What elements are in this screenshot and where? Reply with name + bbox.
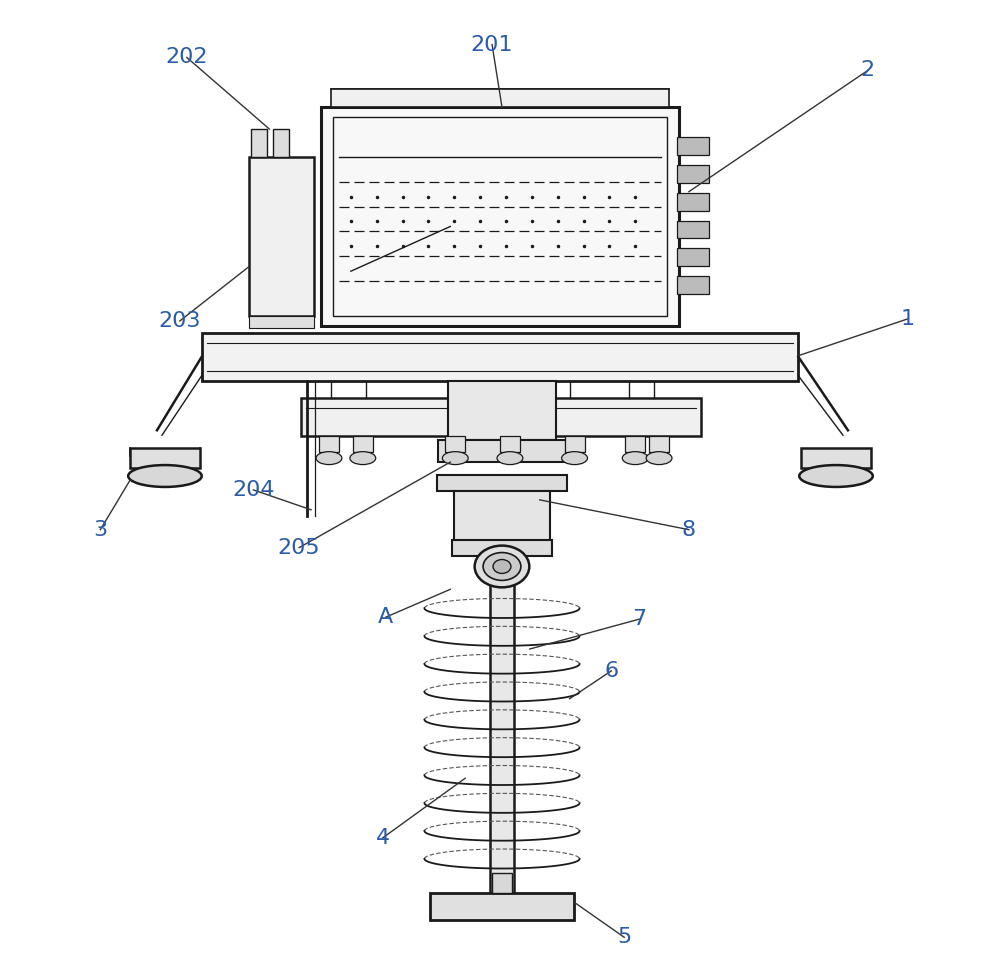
Text: 4: 4: [376, 828, 390, 848]
Bar: [448, 380, 556, 440]
Text: 8: 8: [682, 520, 696, 540]
Ellipse shape: [128, 465, 202, 487]
Text: 2: 2: [861, 60, 875, 80]
Bar: [438, 440, 566, 462]
Bar: [437, 475, 567, 491]
Bar: [130, 448, 200, 468]
Text: 202: 202: [166, 48, 208, 68]
Ellipse shape: [493, 560, 511, 573]
Text: 6: 6: [604, 661, 618, 681]
Bar: [331, 89, 669, 107]
Bar: [249, 316, 314, 328]
Bar: [677, 248, 709, 266]
Text: A: A: [378, 607, 393, 627]
Ellipse shape: [799, 465, 873, 487]
Bar: [251, 129, 267, 157]
Bar: [452, 540, 552, 556]
Bar: [202, 333, 798, 380]
Bar: [301, 398, 701, 436]
Bar: [445, 436, 465, 452]
Bar: [249, 157, 314, 316]
Text: 201: 201: [471, 34, 513, 54]
Bar: [677, 276, 709, 294]
Ellipse shape: [622, 452, 648, 464]
Text: 1: 1: [901, 308, 915, 329]
Bar: [321, 107, 679, 326]
Bar: [801, 448, 871, 468]
Text: 3: 3: [93, 520, 107, 540]
Ellipse shape: [316, 452, 342, 464]
Text: 203: 203: [159, 311, 201, 331]
Bar: [677, 193, 709, 210]
Text: 204: 204: [232, 480, 275, 499]
Bar: [430, 893, 574, 921]
Bar: [454, 491, 550, 545]
Bar: [273, 129, 289, 157]
Ellipse shape: [562, 452, 587, 464]
Bar: [677, 165, 709, 182]
Ellipse shape: [475, 545, 529, 587]
Ellipse shape: [646, 452, 672, 464]
Bar: [353, 436, 373, 452]
Bar: [319, 436, 339, 452]
Text: 7: 7: [632, 609, 646, 629]
Bar: [333, 117, 667, 316]
Text: 5: 5: [617, 927, 631, 947]
Bar: [490, 575, 514, 893]
Ellipse shape: [350, 452, 376, 464]
Bar: [492, 873, 512, 893]
Bar: [677, 137, 709, 155]
Bar: [500, 436, 520, 452]
Bar: [625, 436, 645, 452]
Ellipse shape: [483, 553, 521, 581]
Bar: [565, 436, 585, 452]
Ellipse shape: [497, 452, 523, 464]
Text: 205: 205: [278, 538, 320, 558]
Bar: [677, 221, 709, 239]
Bar: [649, 436, 669, 452]
Ellipse shape: [442, 452, 468, 464]
